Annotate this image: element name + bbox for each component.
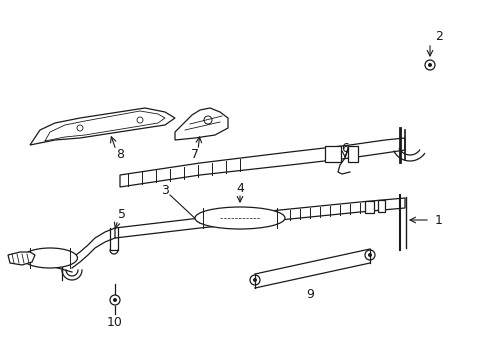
Text: 3: 3 — [161, 184, 168, 197]
Circle shape — [252, 278, 257, 282]
Text: 7: 7 — [191, 148, 199, 162]
Polygon shape — [175, 108, 227, 140]
Bar — [347, 146, 357, 162]
Text: 4: 4 — [236, 183, 244, 195]
Text: 5: 5 — [118, 208, 126, 221]
Polygon shape — [30, 108, 175, 145]
Text: 10: 10 — [107, 315, 122, 328]
Bar — [325, 146, 340, 162]
Polygon shape — [120, 138, 404, 187]
Bar — [364, 201, 373, 213]
Circle shape — [427, 63, 431, 67]
Ellipse shape — [195, 207, 285, 229]
Circle shape — [367, 253, 371, 257]
Polygon shape — [115, 198, 404, 238]
Ellipse shape — [22, 248, 77, 268]
Circle shape — [113, 298, 117, 302]
Polygon shape — [8, 252, 35, 265]
Text: 6: 6 — [340, 141, 348, 154]
Text: 9: 9 — [305, 288, 313, 302]
Bar — [377, 200, 384, 212]
Text: 1: 1 — [434, 213, 442, 226]
Text: 2: 2 — [434, 31, 442, 44]
Text: 8: 8 — [116, 148, 124, 162]
